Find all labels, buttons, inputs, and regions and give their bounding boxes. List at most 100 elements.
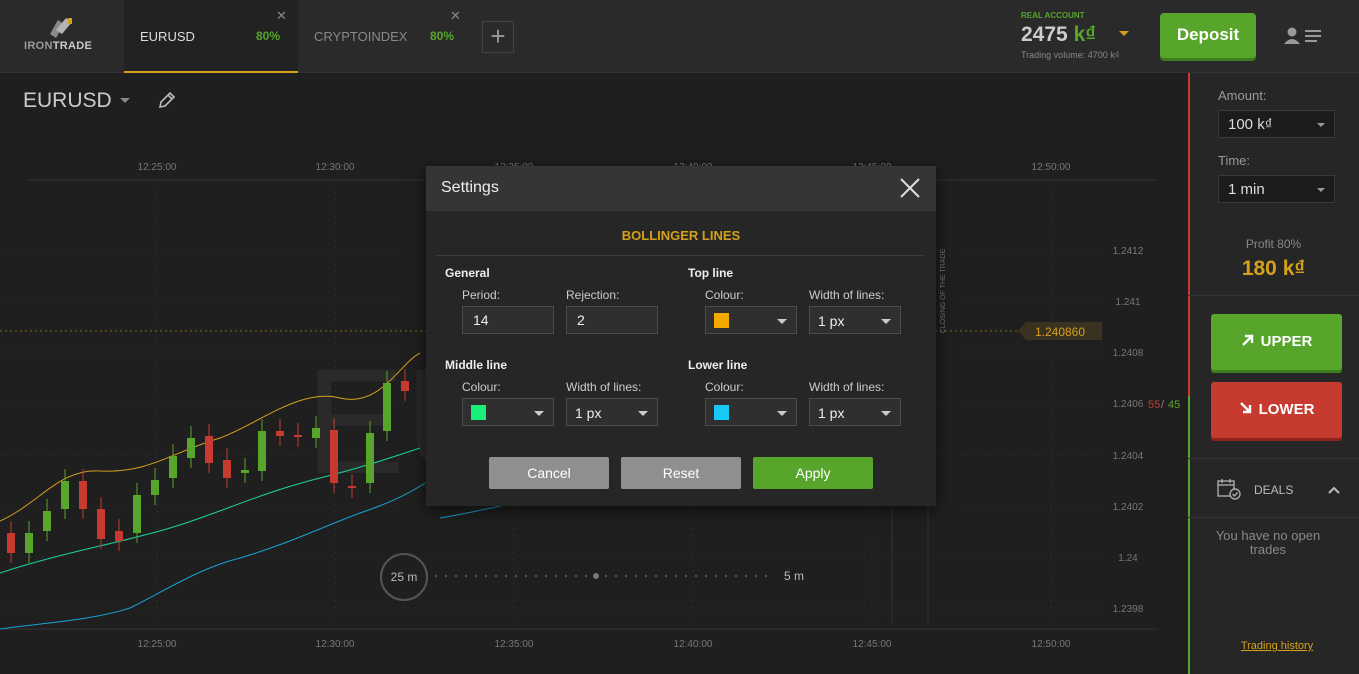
timer-dot xyxy=(745,575,747,577)
chevron-up-icon[interactable] xyxy=(1328,486,1340,494)
top-width-select[interactable]: 1 px xyxy=(809,306,901,334)
top-colour-select[interactable] xyxy=(705,306,797,334)
symbol-dropdown-icon[interactable] xyxy=(120,98,130,103)
account-dropdown-icon[interactable] xyxy=(1119,31,1129,36)
ratio-separator: / xyxy=(1161,399,1165,411)
middle-line-heading: Middle line xyxy=(445,358,508,372)
deposit-button[interactable]: Deposit xyxy=(1160,13,1256,58)
timer-dot xyxy=(585,575,587,577)
tab-name: EURUSD xyxy=(140,29,195,44)
upper-button[interactable]: UPPER xyxy=(1211,314,1342,370)
tab-name: CRYPTOINDEX xyxy=(314,29,408,44)
pencil-icon[interactable] xyxy=(156,89,178,111)
lower-colour-select[interactable] xyxy=(705,398,797,426)
price-tick: 1.2408 xyxy=(1113,348,1144,359)
user-menu-icon[interactable] xyxy=(1283,26,1323,46)
candle-body xyxy=(115,531,123,541)
timer-dot xyxy=(505,575,507,577)
time-value: 1 min xyxy=(1228,181,1265,198)
close-tab-icon[interactable]: ✕ xyxy=(450,8,461,23)
middle-width-select[interactable]: 1 px xyxy=(566,398,658,426)
timer-dot xyxy=(545,575,547,577)
lower-colour-label: Colour: xyxy=(705,380,744,394)
timer-dot xyxy=(695,575,697,577)
amount-select[interactable]: 100 k₫ xyxy=(1218,110,1335,138)
candle-body xyxy=(366,433,374,483)
timer-dot xyxy=(555,575,557,577)
candle-body xyxy=(312,428,320,438)
timer-dot xyxy=(705,575,707,577)
closing-trade-label: CLOSING OF THE TRADE xyxy=(940,248,947,333)
chevron-down-icon xyxy=(534,411,544,416)
lower-button[interactable]: LOWER xyxy=(1211,382,1342,438)
colour-swatch xyxy=(714,405,729,420)
divider xyxy=(1188,295,1359,296)
candle-body xyxy=(133,495,141,533)
candle-body xyxy=(169,456,177,478)
candle-body xyxy=(187,438,195,458)
rejection-input[interactable] xyxy=(566,306,658,334)
timer-dot xyxy=(655,575,657,577)
price-tick: 1.2406 xyxy=(1113,399,1144,410)
chevron-down-icon xyxy=(638,411,648,416)
balance-currency: k₫ xyxy=(1073,23,1097,46)
colour-swatch xyxy=(471,405,486,420)
candle-body xyxy=(294,435,302,437)
chevron-down-icon xyxy=(777,411,787,416)
ratio-down: 55 xyxy=(1148,399,1160,411)
timer-dot xyxy=(445,575,447,577)
tab-cryptoindex[interactable]: CRYPTOINDEX 80% ✕ xyxy=(298,0,470,73)
candle-body xyxy=(241,470,249,473)
profit-label: Profit 80% xyxy=(1245,237,1302,251)
close-icon[interactable] xyxy=(898,176,922,200)
time-tick-bottom: 12:25:00 xyxy=(138,639,177,650)
timer-ring xyxy=(380,553,428,601)
ratio-up: 45 xyxy=(1168,399,1180,411)
close-tab-icon[interactable]: ✕ xyxy=(276,8,287,23)
arrow-down-right-icon xyxy=(1239,402,1251,414)
timer-handle[interactable] xyxy=(593,573,599,579)
lower-width-select[interactable]: 1 px xyxy=(809,398,901,426)
top-line-heading: Top line xyxy=(688,266,734,280)
candle-body xyxy=(205,436,213,463)
timer-dot xyxy=(635,575,637,577)
top-colour-label: Colour: xyxy=(705,288,744,302)
candle-body xyxy=(151,480,159,495)
tab-payout: 80% xyxy=(430,29,455,43)
irontrade-logo[interactable]: IRONTRADE xyxy=(24,16,100,56)
timer-dot xyxy=(515,575,517,577)
trading-history-link[interactable]: Trading history xyxy=(1240,640,1314,652)
candle-body xyxy=(61,481,69,509)
chevron-down-icon xyxy=(881,411,891,416)
add-tab-button[interactable]: + xyxy=(482,21,514,53)
chevron-down-icon xyxy=(881,319,891,324)
middle-width-label: Width of lines: xyxy=(566,380,642,394)
time-tick-top: 12:50:00 xyxy=(1032,162,1071,173)
amount-label: Amount: xyxy=(1218,88,1267,103)
candle-body xyxy=(43,511,51,531)
timer-left-label: 25 m xyxy=(391,570,418,584)
logo-text: IRONTRADE xyxy=(24,40,93,52)
cancel-button[interactable]: Cancel xyxy=(489,457,609,489)
rejection-label: Rejection: xyxy=(566,288,620,302)
candle-body xyxy=(79,481,87,509)
candle-body xyxy=(25,533,33,553)
middle-colour-select[interactable] xyxy=(462,398,554,426)
trade-sidebar xyxy=(1188,73,1359,674)
period-input[interactable] xyxy=(462,306,554,334)
time-select[interactable]: 1 min xyxy=(1218,175,1335,203)
price-tick: 1.2412 xyxy=(1113,246,1144,257)
time-tick-bottom: 12:35:00 xyxy=(495,639,534,650)
timer-dot xyxy=(465,575,467,577)
account-balance[interactable]: 2475 k₫ xyxy=(1021,23,1096,47)
period-label: Period: xyxy=(462,288,501,302)
section-title: BOLLINGER LINES xyxy=(621,228,741,243)
apply-button[interactable]: Apply xyxy=(753,457,873,489)
timer-dot xyxy=(625,575,627,577)
reset-button[interactable]: Reset xyxy=(621,457,741,489)
symbol-selector[interactable]: EURUSD xyxy=(23,89,112,112)
tab-eurusd[interactable]: EURUSD 80% ✕ xyxy=(124,0,298,73)
deals-header[interactable]: DEALS xyxy=(1188,458,1359,518)
candle-body xyxy=(223,460,231,478)
